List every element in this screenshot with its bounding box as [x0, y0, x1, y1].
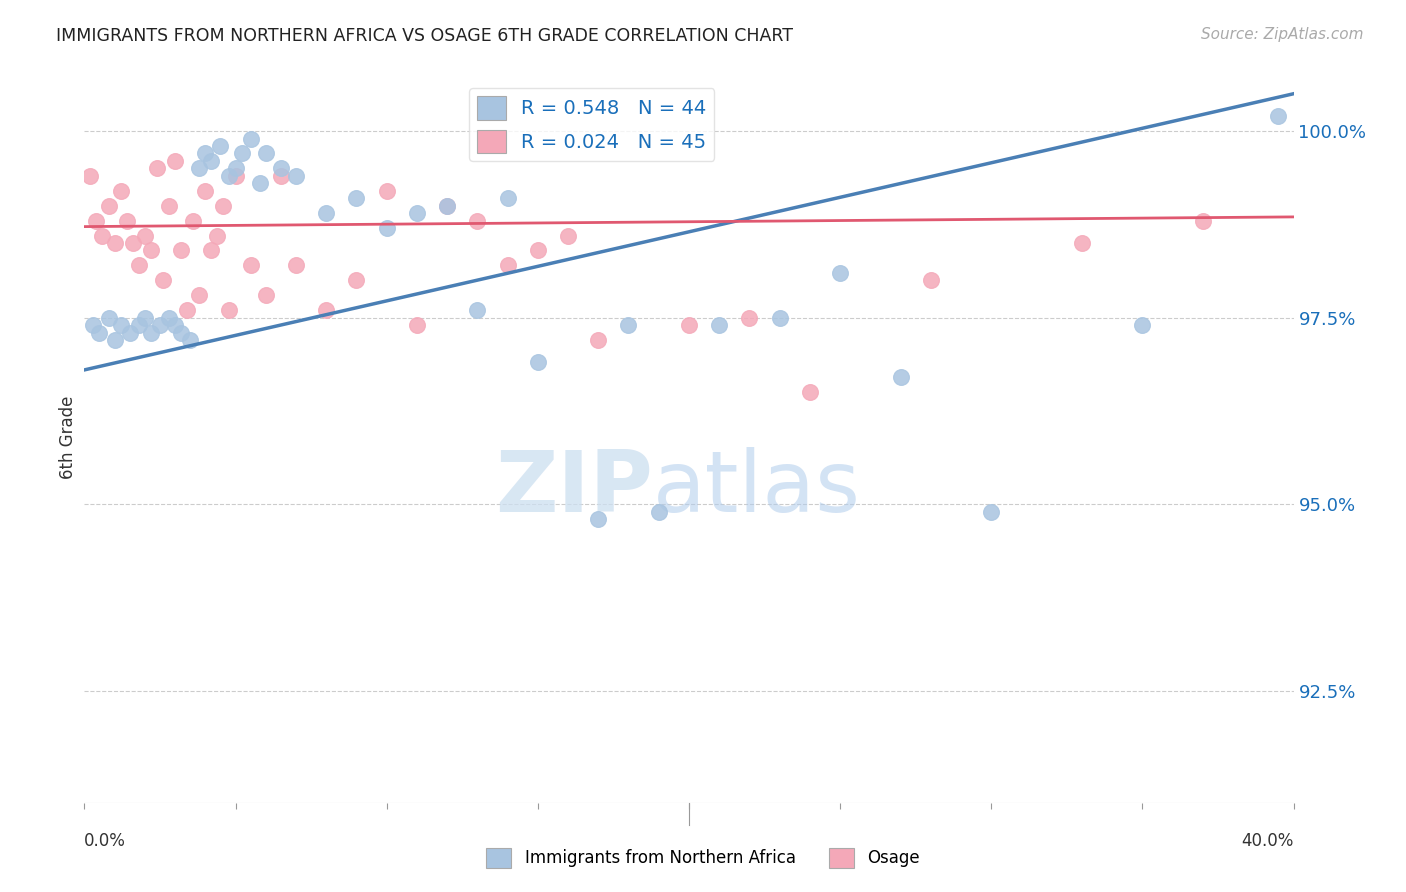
- Point: [249, 177, 271, 191]
- Point: [188, 161, 211, 176]
- Point: [139, 244, 162, 258]
- Point: [496, 191, 519, 205]
- Point: [86, 213, 108, 227]
- Point: [218, 303, 240, 318]
- Point: [165, 153, 187, 168]
- Point: [375, 221, 398, 235]
- Point: [128, 318, 150, 332]
- Point: [97, 310, 120, 325]
- Point: [225, 169, 247, 183]
- Point: [285, 259, 308, 273]
- Point: [121, 235, 143, 250]
- Text: 0.0%: 0.0%: [84, 832, 127, 850]
- Point: [170, 244, 193, 258]
- Point: [179, 333, 201, 347]
- Point: [1071, 235, 1094, 250]
- Point: [176, 303, 198, 318]
- Point: [181, 213, 204, 227]
- Point: [239, 259, 262, 273]
- Text: atlas: atlas: [652, 447, 860, 530]
- Point: [128, 259, 150, 273]
- Point: [315, 303, 337, 318]
- Point: [188, 288, 211, 302]
- Text: IMMIGRANTS FROM NORTHERN AFRICA VS OSAGE 6TH GRADE CORRELATION CHART: IMMIGRANTS FROM NORTHERN AFRICA VS OSAGE…: [56, 27, 793, 45]
- Point: [920, 273, 942, 287]
- Point: [1192, 213, 1215, 227]
- Point: [165, 318, 187, 332]
- Point: [769, 310, 792, 325]
- Point: [146, 161, 169, 176]
- Point: [104, 333, 127, 347]
- Point: [1132, 318, 1154, 332]
- Point: [134, 228, 156, 243]
- Point: [467, 213, 489, 227]
- Point: [110, 318, 132, 332]
- Point: [890, 370, 912, 384]
- Point: [97, 199, 120, 213]
- Point: [678, 318, 700, 332]
- Point: [270, 161, 292, 176]
- Legend: Immigrants from Northern Africa, Osage: Immigrants from Northern Africa, Osage: [479, 841, 927, 875]
- Point: [588, 333, 610, 347]
- Point: [194, 146, 217, 161]
- Point: [134, 310, 156, 325]
- Text: 40.0%: 40.0%: [1241, 832, 1294, 850]
- Point: [218, 169, 240, 183]
- Point: [157, 199, 180, 213]
- Point: [436, 199, 458, 213]
- Text: ZIP: ZIP: [495, 447, 652, 530]
- Point: [212, 199, 235, 213]
- Point: [194, 184, 217, 198]
- Point: [527, 244, 550, 258]
- Point: [104, 235, 127, 250]
- Point: [200, 244, 222, 258]
- Point: [799, 385, 821, 400]
- Point: [91, 228, 114, 243]
- Point: [149, 318, 172, 332]
- Point: [231, 146, 253, 161]
- Point: [738, 310, 761, 325]
- Point: [239, 131, 262, 145]
- Point: [207, 228, 229, 243]
- Point: [89, 326, 111, 340]
- Point: [980, 505, 1002, 519]
- Point: [152, 273, 174, 287]
- Point: [209, 139, 232, 153]
- Text: Source: ZipAtlas.com: Source: ZipAtlas.com: [1201, 27, 1364, 42]
- Point: [588, 512, 610, 526]
- Point: [118, 326, 141, 340]
- Point: [79, 169, 101, 183]
- Point: [709, 318, 731, 332]
- Point: [200, 153, 222, 168]
- Point: [170, 326, 193, 340]
- Point: [527, 355, 550, 369]
- Point: [496, 259, 519, 273]
- Legend: R = 0.548   N = 44, R = 0.024   N = 45: R = 0.548 N = 44, R = 0.024 N = 45: [470, 88, 714, 161]
- Point: [830, 266, 852, 280]
- Point: [1267, 109, 1289, 123]
- Point: [346, 191, 368, 205]
- Point: [254, 288, 277, 302]
- Point: [285, 169, 308, 183]
- Point: [617, 318, 640, 332]
- Y-axis label: 6th Grade: 6th Grade: [59, 395, 77, 479]
- Point: [436, 199, 458, 213]
- Point: [225, 161, 247, 176]
- Point: [648, 505, 671, 519]
- Point: [557, 228, 579, 243]
- Point: [115, 213, 138, 227]
- Point: [406, 206, 429, 220]
- Point: [157, 310, 180, 325]
- Point: [467, 303, 489, 318]
- Point: [375, 184, 398, 198]
- Point: [110, 184, 132, 198]
- Point: [270, 169, 292, 183]
- Point: [82, 318, 104, 332]
- Point: [315, 206, 337, 220]
- Point: [139, 326, 162, 340]
- Point: [346, 273, 368, 287]
- Point: [406, 318, 429, 332]
- Point: [254, 146, 277, 161]
